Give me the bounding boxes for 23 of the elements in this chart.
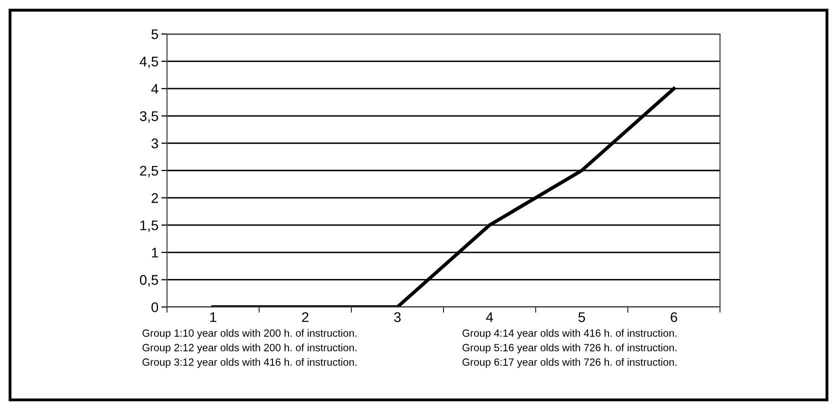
- y-tick-label: 3: [151, 138, 158, 148]
- y-tick-label: 1,5: [140, 220, 158, 232]
- y-tick-label: 1: [152, 248, 158, 258]
- text: Group 2:12 year olds with 200 h. of instruction.: [142, 344, 356, 354]
- y-tick-label: 3,5: [140, 111, 158, 123]
- y-tick-label: 0,5: [140, 275, 158, 287]
- text: Group 1:10 year olds with 200 h. of instruction.: [142, 329, 356, 339]
- y-tick-label: 2: [152, 193, 158, 203]
- x-tick-label: 2: [302, 312, 308, 322]
- x-tick-label: 1: [210, 312, 216, 322]
- y-tick-label: 5: [152, 29, 158, 40]
- y-tick-label: 4: [151, 84, 158, 94]
- x-tick-label: 4: [486, 312, 494, 322]
- x-tick-label: 3: [394, 312, 401, 322]
- y-tick-label: 0: [151, 302, 158, 312]
- text: Group 6:17 year olds with 726 h. of instruction.: [462, 358, 676, 368]
- text: Group 5:16 year olds with 726 h. of instruction.: [462, 344, 676, 354]
- y-tick-label: 2,5: [140, 166, 158, 178]
- text: Group 3:12 year olds with 416 h. of instruction.: [142, 358, 356, 368]
- x-tick-label: 6: [670, 312, 678, 322]
- y-tick-label: 4,5: [140, 56, 158, 68]
- text: Group 4:14 year olds with 416 h. of instruction.: [462, 329, 676, 339]
- x-tick-label: 5: [578, 312, 586, 322]
